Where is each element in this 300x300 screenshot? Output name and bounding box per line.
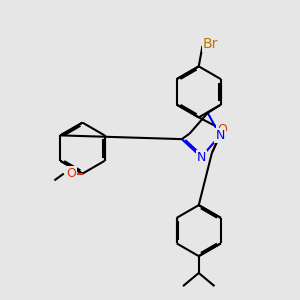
Text: N: N (196, 151, 206, 164)
Text: Br: Br (203, 37, 218, 51)
Text: O: O (217, 123, 227, 136)
Text: N: N (215, 129, 225, 142)
Text: O: O (66, 167, 76, 180)
